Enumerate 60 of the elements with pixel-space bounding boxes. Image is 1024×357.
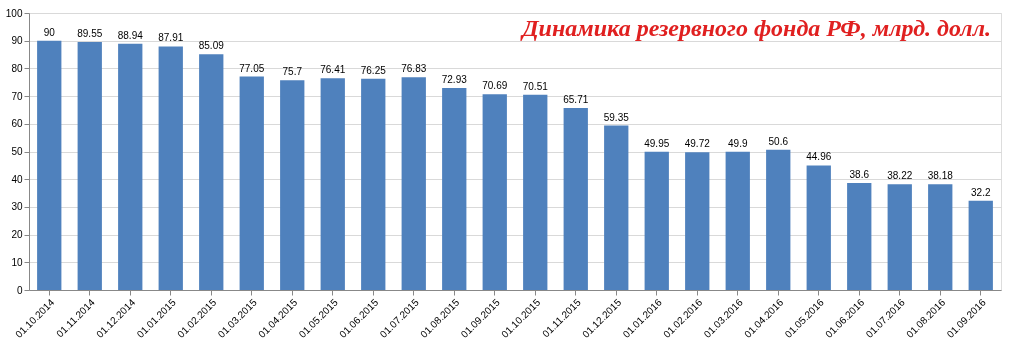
data-label: 76.25 bbox=[360, 64, 387, 76]
data-label: 70.51 bbox=[522, 80, 549, 92]
data-label: 77.05 bbox=[239, 62, 265, 74]
data-label: 85.09 bbox=[198, 40, 225, 52]
bar bbox=[685, 152, 710, 290]
bar bbox=[644, 151, 669, 290]
data-label: 90 bbox=[43, 26, 56, 38]
y-tick-label: 100 bbox=[5, 7, 23, 19]
data-label: 88.94 bbox=[117, 29, 144, 41]
data-label: 75.7 bbox=[282, 66, 303, 78]
data-label: 38.22 bbox=[887, 170, 913, 182]
data-label: 44.96 bbox=[806, 151, 832, 163]
data-label: 76.83 bbox=[401, 63, 427, 75]
bar bbox=[401, 77, 426, 290]
bar bbox=[482, 94, 507, 290]
y-tick-label: 60 bbox=[11, 118, 23, 130]
data-label: 49.72 bbox=[684, 138, 711, 150]
data-label: 32.2 bbox=[971, 186, 991, 198]
data-label: 38.6 bbox=[849, 169, 870, 181]
bar bbox=[806, 165, 831, 290]
bar bbox=[563, 107, 588, 290]
data-label: 49.9 bbox=[728, 137, 748, 149]
bar bbox=[847, 183, 872, 290]
y-tick-label: 70 bbox=[11, 90, 23, 102]
data-label: 87.91 bbox=[158, 32, 184, 44]
bar bbox=[766, 149, 791, 290]
data-label: 70.69 bbox=[482, 80, 508, 92]
y-tick-label: 80 bbox=[11, 62, 23, 74]
y-tick-label: 30 bbox=[11, 201, 23, 213]
data-label: 76.41 bbox=[320, 64, 346, 76]
bar bbox=[280, 80, 305, 290]
bar bbox=[968, 200, 993, 290]
data-label: 59.35 bbox=[603, 111, 630, 123]
data-label: 50.6 bbox=[768, 135, 789, 147]
bar bbox=[725, 151, 750, 290]
data-label: 89.55 bbox=[77, 27, 103, 39]
bar bbox=[604, 125, 629, 290]
bar bbox=[118, 43, 143, 290]
data-label: 38.18 bbox=[927, 170, 954, 182]
y-tick-label: 40 bbox=[11, 173, 23, 185]
data-label: 65.71 bbox=[563, 93, 589, 105]
bar bbox=[320, 78, 345, 290]
y-tick-label: 10 bbox=[11, 256, 23, 268]
y-tick-label: 0 bbox=[16, 284, 23, 296]
bar bbox=[887, 184, 912, 290]
data-label: 72.93 bbox=[441, 73, 468, 85]
bar bbox=[37, 40, 62, 290]
bar bbox=[199, 54, 224, 290]
bar bbox=[158, 46, 183, 290]
bar bbox=[239, 76, 264, 290]
bar bbox=[523, 94, 548, 290]
chart-title: Динамика резервного фонда РФ, млрд. долл. bbox=[520, 15, 991, 41]
bar bbox=[442, 87, 467, 290]
bar bbox=[928, 184, 953, 290]
y-tick-label: 50 bbox=[11, 146, 23, 157]
bar bbox=[77, 41, 102, 290]
data-label: 49.95 bbox=[644, 137, 670, 149]
y-tick-label: 20 bbox=[11, 229, 23, 241]
bar bbox=[361, 78, 386, 290]
y-tick-label: 90 bbox=[11, 35, 23, 47]
